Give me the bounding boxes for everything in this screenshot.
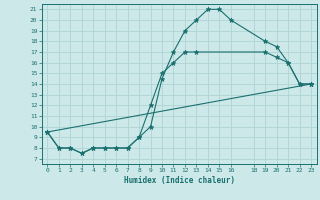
X-axis label: Humidex (Indice chaleur): Humidex (Indice chaleur): [124, 176, 235, 185]
